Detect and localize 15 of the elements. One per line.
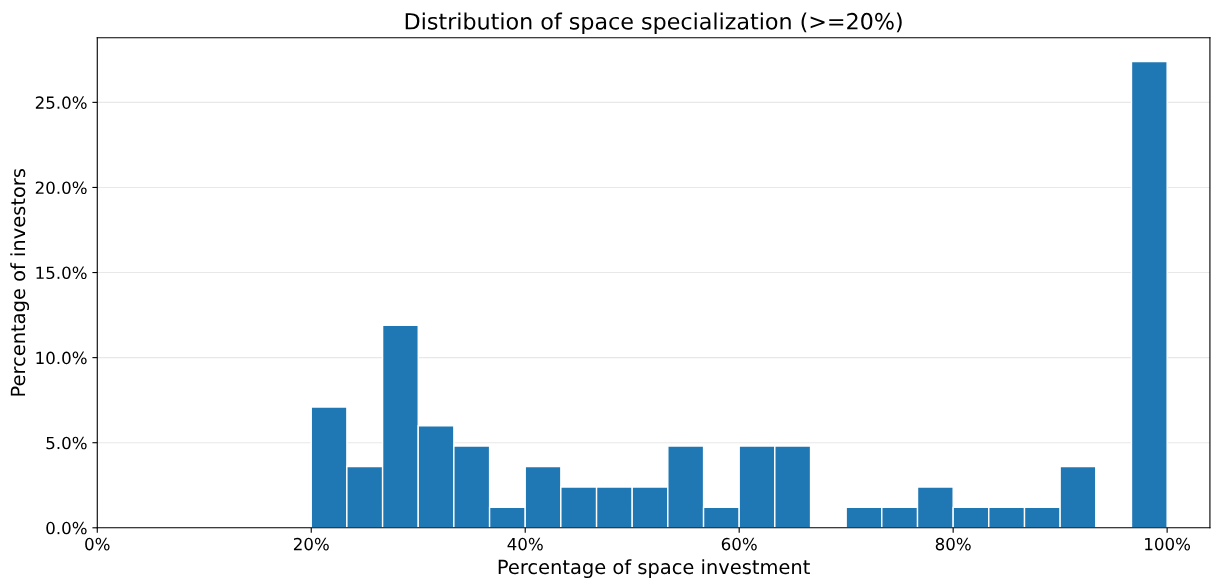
y-axis-title: Percentage of investors bbox=[10, 168, 30, 396]
y-tick-label: 5.0% bbox=[46, 436, 87, 450]
x-axis-title: Percentage of space investment bbox=[498, 559, 810, 579]
x-tick-label: 80% bbox=[935, 537, 971, 551]
y-tick-label: 0.0% bbox=[46, 521, 87, 535]
x-tick-label: 0% bbox=[85, 537, 110, 551]
y-tick-label: 20.0% bbox=[35, 181, 87, 195]
x-tick-label: 60% bbox=[721, 537, 757, 551]
chart-title: Distribution of space specialization (>=20%) bbox=[405, 12, 902, 34]
y-tick-label: 25.0% bbox=[35, 96, 87, 109]
y-tick-label: 15.0% bbox=[36, 266, 87, 280]
x-tick-label: 40% bbox=[507, 537, 543, 551]
x-tick-label: 20% bbox=[293, 537, 329, 551]
x-tick-label: 100% bbox=[1145, 537, 1191, 551]
y-tick-label: 10.0% bbox=[36, 351, 87, 365]
